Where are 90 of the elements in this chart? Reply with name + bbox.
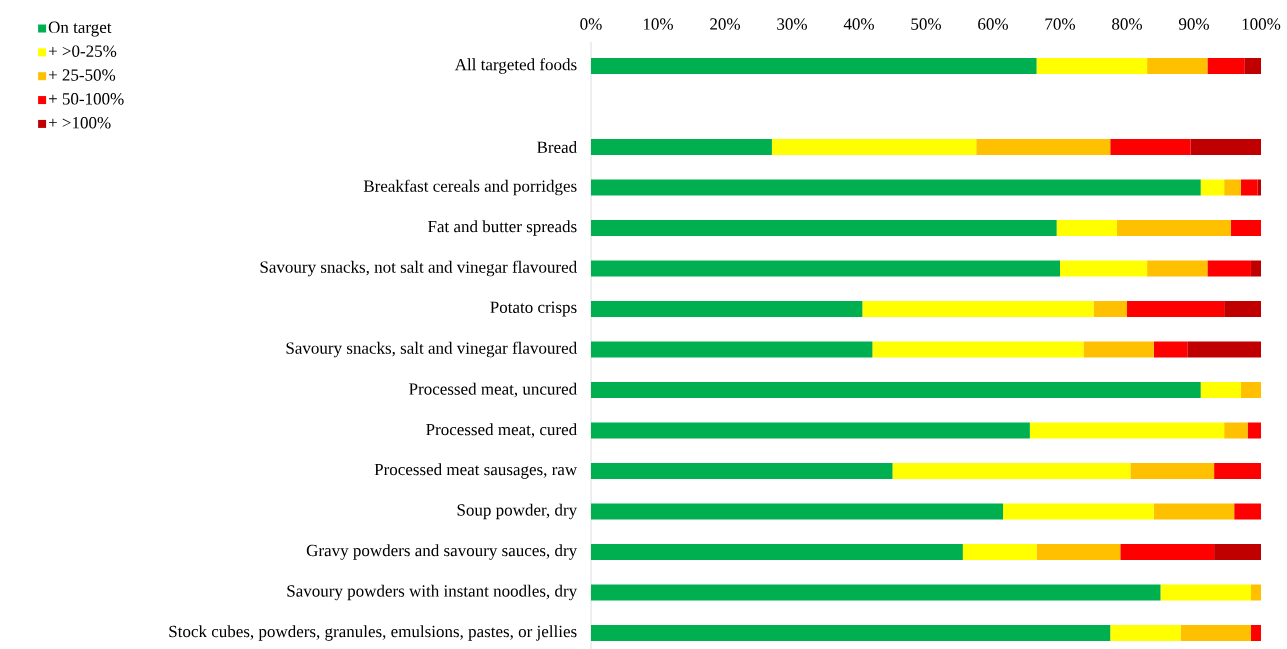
bar: [1180, 625, 1251, 642]
bar: [1234, 503, 1261, 520]
bar: [1147, 58, 1208, 75]
x-tick-label: 10%: [643, 18, 673, 30]
legend-label: On target: [48, 21, 112, 37]
bar: [1093, 301, 1127, 318]
bar: [1056, 220, 1117, 237]
bar: [862, 301, 1094, 318]
x-tick-label: 100%: [1242, 18, 1281, 30]
bar: [591, 301, 863, 318]
bar: [1130, 463, 1215, 479]
y-tick-label: Gravy powders and savoury sauces, dry: [306, 544, 578, 560]
legend-label: + 25-50%: [48, 69, 116, 81]
bar: [1083, 341, 1154, 358]
bar: [591, 58, 1037, 75]
bar: [1200, 382, 1241, 399]
y-tick-label: All targeted foods: [454, 58, 577, 74]
y-tick-label: Soup powder, dry: [457, 503, 578, 520]
bar: [1207, 260, 1251, 277]
bar: [976, 139, 1111, 156]
bar: [591, 422, 1030, 439]
y-tick-label: Processed meat, cured: [426, 423, 577, 438]
bar: [1127, 301, 1225, 318]
bar: [1200, 179, 1225, 196]
bar: [591, 179, 1201, 196]
bar: [1036, 544, 1121, 561]
bar: [962, 544, 1037, 561]
bar: [591, 625, 1111, 642]
bar: [1153, 503, 1235, 520]
bar: [1247, 422, 1261, 439]
y-tick-label: Processed meat sausages, raw: [374, 463, 578, 479]
bar: [1190, 139, 1261, 156]
bar: [591, 139, 772, 156]
bar: [1250, 625, 1261, 642]
y-tick-label: Stock cubes, powders, granules, emulsions, pastes, or jellies: [169, 625, 577, 641]
bar: [872, 341, 1084, 358]
x-tick-label: 20%: [710, 18, 740, 30]
bar: [1029, 422, 1225, 439]
y-tick-label: Savoury powders with instant noodles, dry: [287, 584, 578, 601]
x-tick-label: 30%: [777, 18, 807, 30]
bar: [1224, 301, 1261, 318]
y-tick-label: Potato crisps: [490, 301, 577, 317]
bar: [591, 503, 1004, 520]
bar: [1147, 260, 1208, 277]
x-tick-label: 80%: [1112, 18, 1143, 30]
bar: [1036, 58, 1148, 75]
bar: [892, 463, 1131, 479]
bar: [1250, 584, 1261, 601]
x-tick-label: 50%: [911, 18, 941, 30]
bar: [771, 139, 977, 156]
y-tick-label: Savoury snacks, not salt and vinegar flavoured: [260, 260, 577, 277]
bar: [1214, 463, 1261, 479]
bar: [1110, 625, 1181, 642]
bar: [1224, 422, 1248, 439]
y-tick-label: Fat and butter spreads: [427, 220, 577, 236]
x-tick-label: 70%: [1045, 18, 1075, 30]
bar: [1244, 58, 1261, 75]
bar: [591, 544, 963, 561]
bar: [1116, 220, 1231, 237]
bar: [1120, 544, 1215, 561]
bar: [591, 463, 893, 479]
x-tick-label: 60%: [978, 18, 1008, 30]
bar: [1160, 584, 1251, 601]
bar: [1153, 341, 1188, 358]
x-tick-label: 90%: [1178, 18, 1210, 30]
bar: [1207, 58, 1245, 75]
bar: [591, 220, 1057, 237]
bar: [1060, 260, 1148, 277]
bar: [1110, 139, 1191, 156]
bar: [1240, 179, 1258, 196]
bar: [591, 341, 873, 358]
legend-label: + >100%: [48, 116, 111, 129]
x-tick-label: 40%: [843, 18, 874, 30]
y-tick-label: Processed meat, uncured: [409, 382, 577, 398]
bar: [591, 382, 1201, 399]
y-tick-label: Savoury snacks, salt and vinegar flavoured: [286, 341, 577, 358]
bar: [1214, 544, 1261, 561]
bar: [1250, 260, 1261, 277]
legend-label: + >0-25%: [48, 45, 117, 57]
bar: [591, 260, 1060, 277]
bar: [1224, 179, 1241, 196]
y-tick-label: Bread: [537, 141, 577, 153]
bar: [1240, 382, 1261, 399]
bar: [1003, 503, 1154, 520]
bar: [591, 584, 1161, 601]
bar: [1187, 341, 1261, 358]
bar: [1230, 220, 1261, 237]
legend-label: + 50-100%: [48, 93, 124, 105]
x-tick-label: 0%: [580, 18, 602, 30]
y-tick-label: Breakfast cereals and porridges: [363, 179, 577, 196]
